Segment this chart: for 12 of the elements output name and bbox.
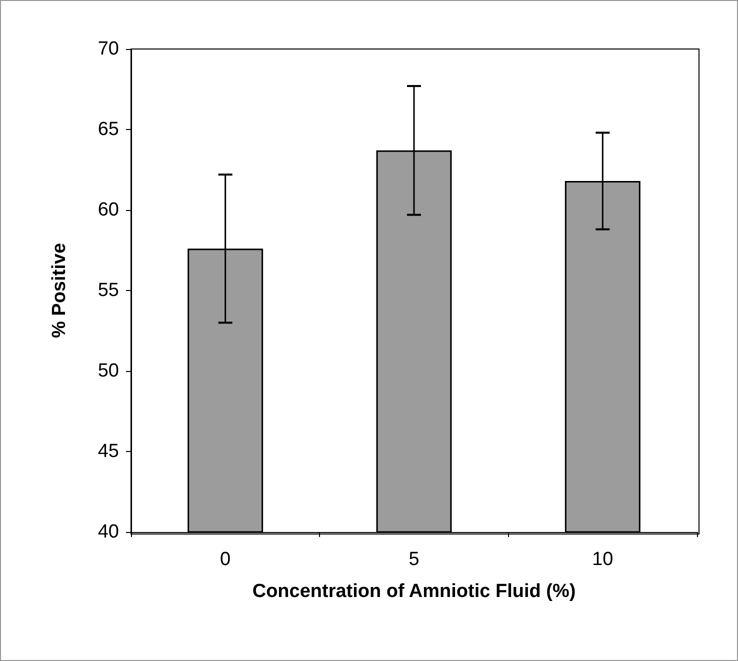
y-tick-label: 65 [98, 119, 119, 140]
y-tick-label: 60 [98, 200, 119, 220]
y-axis-title: % Positive [49, 242, 70, 338]
x-axis-title: Concentration of Amniotic Fluid (%) [252, 581, 576, 602]
y-tick-label: 50 [98, 360, 119, 382]
y-tick-label: 70 [98, 38, 119, 60]
y-tick-label: 45 [98, 441, 119, 462]
x-tick-label: 10 [592, 549, 614, 570]
y-tick-label: 55 [98, 280, 119, 301]
x-tick-label: 5 [408, 549, 420, 570]
x-tick-label: 0 [220, 549, 231, 570]
y-tick-label: 40 [98, 522, 119, 542]
